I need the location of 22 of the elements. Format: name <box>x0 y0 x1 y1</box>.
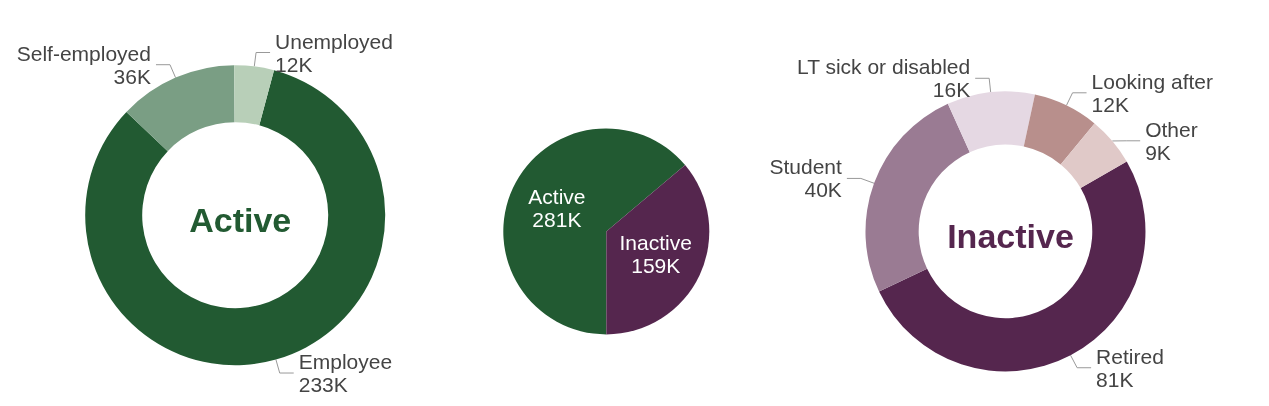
data-label: 16K <box>932 78 971 102</box>
slice-label: Self-employed <box>16 41 151 65</box>
data-label: 233K <box>298 373 348 397</box>
text: Inactive <box>947 217 1074 256</box>
data-label: 12K <box>1091 92 1129 116</box>
slice-label: Inactive <box>619 231 692 255</box>
slice-label: Active <box>528 185 586 209</box>
slice-label: Looking after <box>1091 69 1213 93</box>
slice-label: Employee <box>298 350 393 374</box>
data-label: 36K <box>113 64 151 88</box>
slice-label: Student <box>769 155 843 179</box>
slice-label: Other <box>1145 117 1198 141</box>
slice-label: Retired <box>1096 344 1164 368</box>
slice-label: LT sick or disabled <box>797 55 971 79</box>
data-label: 159K <box>631 254 681 278</box>
data-label: 40K <box>804 178 842 202</box>
slice-label: Unemployed <box>275 29 393 53</box>
data-label: 81K <box>1096 367 1134 391</box>
text: Active <box>189 201 292 240</box>
data-label: 12K <box>275 52 313 76</box>
data-label: 9K <box>1145 140 1171 164</box>
data-label: 281K <box>532 208 582 232</box>
